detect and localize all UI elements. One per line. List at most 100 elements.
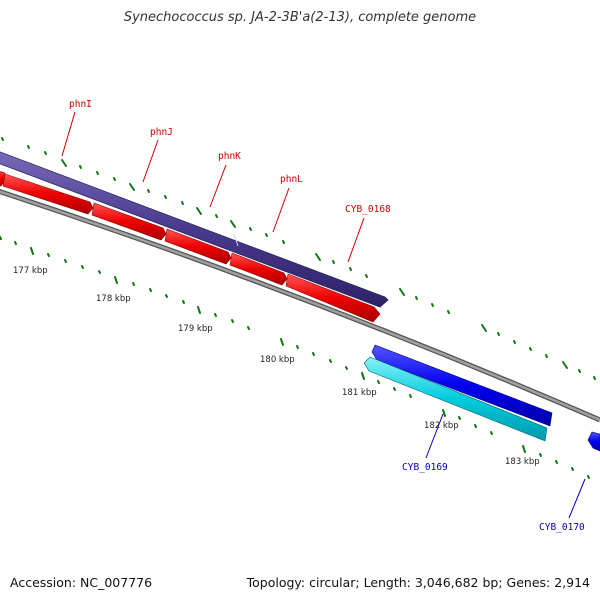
leader-lines	[61, 111, 586, 519]
tick-major	[230, 220, 236, 228]
tick	[296, 345, 299, 349]
tick	[165, 294, 168, 298]
tick	[458, 416, 461, 420]
tick	[1, 137, 4, 141]
cds-phnJ[interactable]	[91, 202, 167, 241]
tick-major	[114, 276, 118, 284]
kbp-label-179: 179 kbp	[178, 324, 213, 334]
cds-cyb0168[interactable]	[285, 273, 381, 323]
tick	[98, 270, 101, 274]
leader-phnI	[61, 111, 76, 157]
tick	[529, 347, 532, 351]
label-cyb0169: CYB_0169	[402, 462, 448, 473]
tick	[47, 253, 50, 257]
backbone-highlight	[0, 190, 600, 422]
gene-labels: phnI phnJ phnK phnL CYB_0168 CYB_0169 CY…	[69, 99, 585, 533]
label-phnJ: phnJ	[150, 127, 173, 138]
tick-major	[399, 288, 405, 296]
kbp-label-181: 181 kbp	[342, 388, 377, 398]
kbp-label-182: 182 kbp	[424, 421, 459, 431]
tick	[578, 369, 581, 373]
tick	[231, 319, 234, 323]
reverse-gene-cyb0170[interactable]	[587, 431, 600, 452]
tick	[96, 171, 99, 175]
kbp-label-183: 183 kbp	[505, 457, 540, 467]
tick	[247, 326, 250, 330]
tick	[513, 340, 516, 344]
forward-gene-bar[interactable]	[0, 150, 389, 308]
tick-major	[280, 338, 284, 346]
tick	[539, 453, 542, 457]
tick	[149, 288, 152, 292]
accession-text: Accession: NC_007776	[10, 575, 153, 590]
tick	[14, 241, 17, 245]
tick	[147, 189, 150, 193]
tick-major	[481, 324, 487, 332]
backbone	[0, 189, 600, 423]
tick	[132, 282, 135, 286]
label-phnK: phnK	[218, 151, 241, 162]
tick	[81, 265, 84, 269]
leader-cyb0170	[568, 478, 586, 519]
tick	[249, 227, 252, 231]
tick	[181, 201, 184, 205]
tick	[265, 233, 268, 237]
tick	[409, 394, 412, 398]
cds-phnI[interactable]	[2, 173, 94, 215]
tick-major	[197, 306, 201, 314]
kbp-label-177: 177 kbp	[13, 266, 48, 276]
outer-ticks	[1, 137, 596, 380]
cds-phnL[interactable]	[229, 252, 288, 286]
label-cyb0170: CYB_0170	[539, 522, 585, 533]
tick	[365, 274, 368, 278]
tick	[555, 460, 558, 464]
tick	[497, 332, 500, 336]
gene-boundary	[233, 233, 239, 247]
tick	[490, 431, 493, 435]
tick	[27, 145, 30, 149]
label-cyb0168: CYB_0168	[345, 204, 391, 215]
kbp-label-178: 178 kbp	[96, 294, 131, 304]
tick	[593, 376, 596, 380]
tick	[113, 177, 116, 181]
tick-major	[30, 247, 34, 255]
forward-cds-group	[0, 171, 381, 323]
tick	[312, 352, 315, 356]
leader-cyb0169	[425, 413, 444, 459]
tick	[282, 240, 285, 244]
leader-phnK	[209, 164, 227, 208]
tick	[164, 195, 167, 199]
cds-phnK[interactable]	[164, 228, 232, 265]
backbone-group	[0, 189, 600, 423]
tick-major	[61, 159, 67, 167]
kbp-labels: 177 kbp 178 kbp 179 kbp 180 kbp 181 kbp …	[13, 266, 540, 467]
tick	[215, 214, 218, 218]
tick	[393, 387, 396, 391]
topology-text: Topology: circular; Length: 3,046,682 bp…	[246, 575, 590, 590]
tick-major	[442, 409, 446, 417]
tick	[431, 303, 434, 307]
leader-phnJ	[142, 139, 159, 183]
tick-major	[129, 183, 135, 191]
reverse-gene-cyb0169[interactable]	[371, 344, 553, 427]
tick	[474, 424, 477, 428]
inner-ticks	[0, 236, 590, 479]
tick	[214, 313, 217, 317]
tick-major	[361, 372, 365, 380]
tick	[415, 296, 418, 300]
label-phnL: phnL	[280, 174, 303, 185]
leader-phnL	[272, 187, 290, 233]
tick	[182, 300, 185, 304]
tick	[545, 354, 548, 358]
map-title: Synechococcus sp. JA-2-3B'a(2-13), compl…	[123, 10, 477, 25]
reverse-gene-group	[371, 344, 600, 452]
tick-major	[315, 253, 321, 261]
reverse-cds-cyb0169[interactable]	[363, 356, 548, 442]
tick	[0, 236, 2, 240]
tick	[64, 259, 67, 263]
tick-major	[196, 207, 202, 215]
tick	[571, 467, 574, 471]
tick	[447, 310, 450, 314]
label-phnI: phnI	[69, 99, 92, 110]
